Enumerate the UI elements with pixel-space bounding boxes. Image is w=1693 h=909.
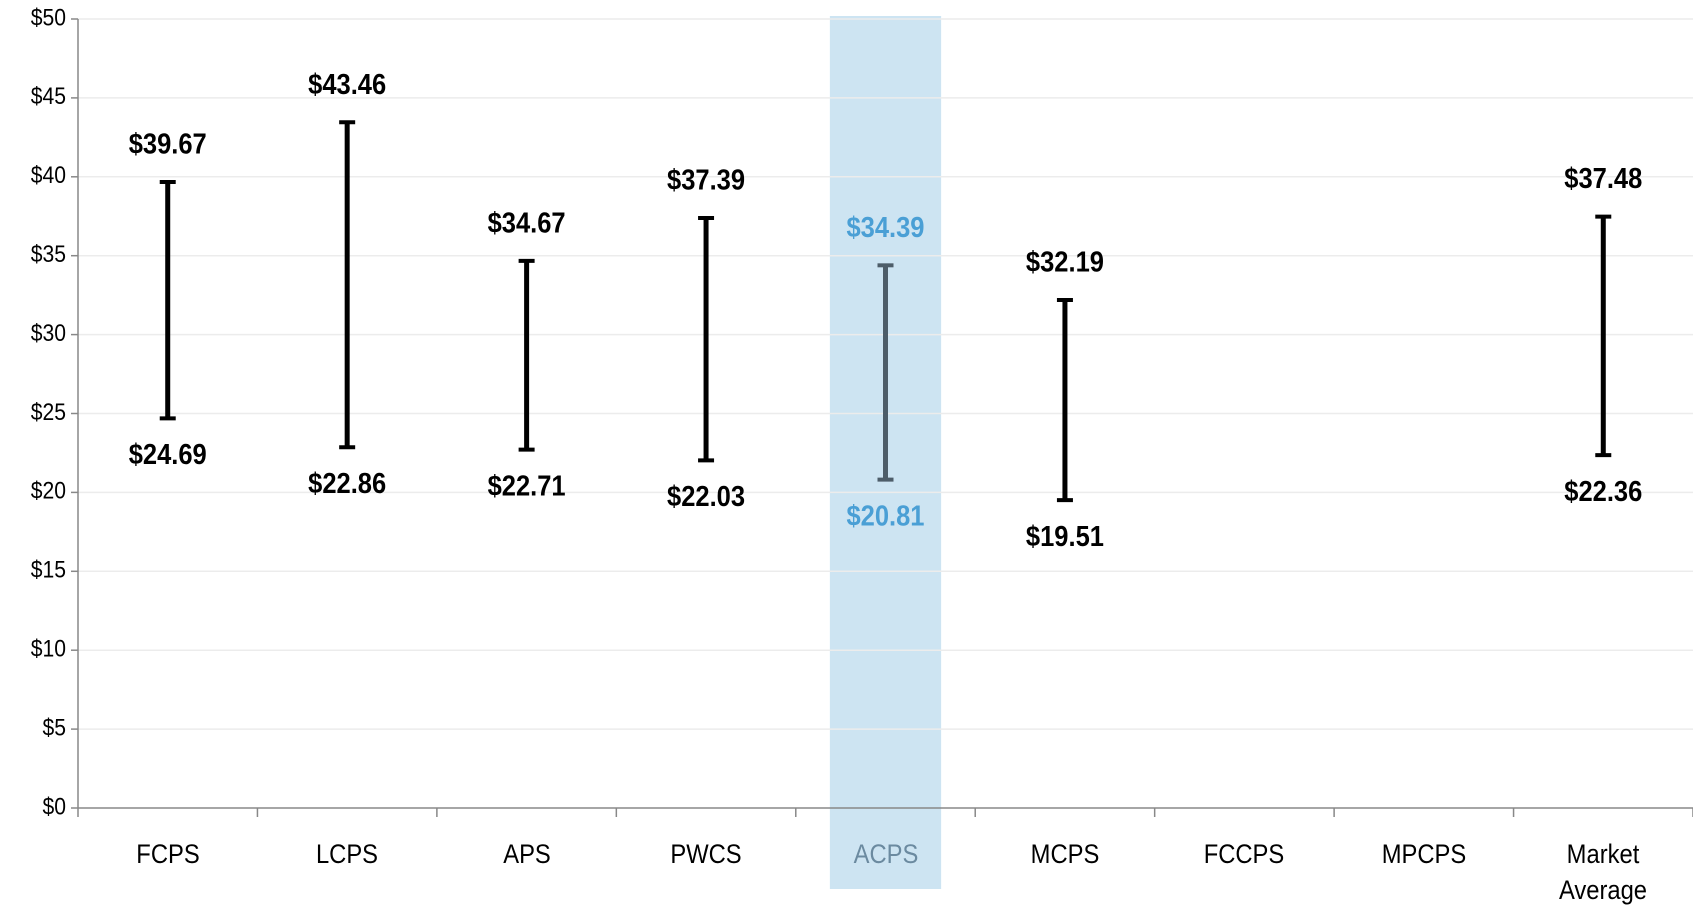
value-label-high: $37.39 [667, 163, 745, 196]
value-label-low: $22.86 [308, 466, 386, 499]
x-tick-label: MCPS [1030, 839, 1100, 869]
y-tick-label: $15 [31, 556, 66, 583]
value-label-high: $39.67 [129, 127, 207, 160]
value-label-low: $22.36 [1564, 474, 1642, 507]
x-tick-label: PWCS [670, 839, 742, 869]
x-tick-label: FCCPS [1204, 839, 1285, 869]
x-tick-label: APS [502, 839, 551, 869]
y-tick-label: $10 [31, 635, 66, 662]
x-tick-label: Market Average [1559, 839, 1648, 905]
value-label-low: $19.51 [1026, 519, 1104, 552]
value-label-high: $32.19 [1026, 245, 1104, 278]
value-label-high: $37.48 [1564, 162, 1642, 195]
y-tick-label: $0 [43, 793, 66, 820]
y-tick-label: $5 [43, 714, 66, 741]
value-label-low: $22.71 [488, 469, 566, 502]
value-label-low: $20.81 [846, 499, 924, 532]
y-tick-label: $45 [31, 83, 66, 110]
value-label-low: $24.69 [129, 438, 207, 471]
x-tick-label: LCPS [316, 839, 379, 869]
y-tick-label: $25 [31, 399, 66, 426]
y-tick-label: $20 [31, 478, 66, 505]
x-tick-label: ACPS [853, 839, 918, 869]
value-label-high: $43.46 [308, 67, 386, 100]
y-tick-label: $35 [31, 241, 66, 268]
value-label-high: $34.39 [846, 210, 924, 243]
y-tick-label: $50 [31, 4, 66, 31]
y-tick-label: $30 [31, 320, 66, 347]
value-label-low: $22.03 [667, 479, 745, 512]
value-label-high: $34.67 [488, 206, 566, 239]
x-tick-label: MPCPS [1381, 839, 1467, 869]
x-tick-label: FCPS [136, 839, 200, 869]
y-tick-label: $40 [31, 162, 66, 189]
